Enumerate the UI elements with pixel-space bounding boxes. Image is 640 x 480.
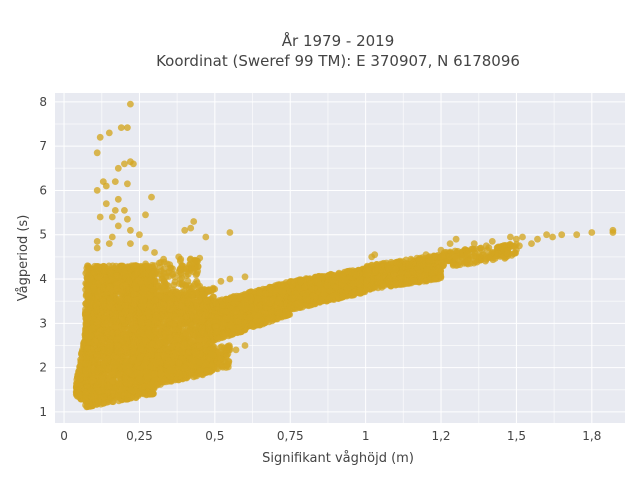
scatter-point	[115, 392, 122, 400]
scatter-point	[118, 384, 126, 392]
scatter-point	[107, 304, 115, 311]
scatter-point	[114, 274, 122, 281]
chart-title-line1: År 1979 - 2019	[282, 31, 395, 50]
scatter-point	[87, 387, 95, 395]
scatter-point	[112, 281, 120, 289]
scatter-point	[127, 386, 135, 394]
scatter-point	[198, 305, 206, 313]
scatter-point	[129, 348, 137, 355]
scatter-point	[175, 335, 182, 343]
scatter-point	[89, 377, 97, 384]
scatter-point	[183, 313, 190, 320]
scatter-point	[112, 310, 119, 318]
scatter-point	[100, 267, 108, 275]
scatter-point	[106, 342, 114, 349]
scatter-point	[94, 292, 102, 300]
scatter-point	[90, 284, 97, 292]
scatter-point	[157, 304, 165, 312]
scatter-point	[168, 343, 176, 351]
scatter-point	[115, 334, 122, 342]
scatter-points	[72, 100, 617, 411]
scatter-point	[93, 351, 101, 358]
scatter-point	[84, 344, 91, 352]
scatter-point	[98, 374, 106, 382]
scatter-point	[94, 398, 102, 406]
scatter-point	[93, 367, 101, 375]
scatter-point	[82, 286, 89, 294]
scatter-point	[106, 296, 114, 304]
scatter-point	[145, 309, 152, 317]
scatter-point	[84, 307, 92, 314]
scatter-point	[82, 360, 89, 367]
scatter-point	[95, 387, 103, 395]
scatter-point	[87, 332, 95, 340]
scatter-point	[99, 336, 106, 344]
scatter-point	[121, 302, 129, 310]
scatter-point	[91, 269, 98, 276]
scatter-point	[138, 329, 145, 337]
scatter-point	[130, 339, 138, 347]
scatter-point	[200, 336, 208, 344]
scatter-point	[127, 325, 135, 333]
scatter-point	[85, 314, 92, 322]
scatter-point	[86, 338, 94, 346]
scatter-point	[198, 328, 206, 336]
scatter-point	[192, 314, 200, 322]
scatter-point	[145, 328, 153, 336]
scatter-point	[99, 297, 107, 305]
scatter-point	[106, 268, 114, 276]
scatter-point	[103, 320, 110, 328]
scatter-point	[152, 312, 160, 320]
scatter-point	[109, 377, 116, 385]
scatter-point	[160, 313, 168, 320]
scatter-point	[155, 338, 163, 346]
scatter-point	[141, 336, 149, 344]
scatter-point	[188, 305, 195, 312]
scatter-point	[121, 308, 129, 315]
scatter-point	[93, 307, 100, 314]
scatter-point	[83, 268, 91, 276]
scatter-point	[89, 324, 97, 332]
scatter-point	[161, 330, 169, 337]
scatter-point	[86, 298, 94, 306]
scatter-point	[182, 331, 189, 339]
scatter-point	[137, 318, 145, 326]
scatter-point	[105, 348, 113, 356]
scatter-point	[115, 304, 123, 311]
scatter-point	[119, 316, 126, 324]
chart-title-line2: Koordinat (Sweref 99 TM): E 370907, N 61…	[156, 52, 520, 70]
scatter-point	[110, 359, 117, 367]
scatter-point	[171, 313, 179, 321]
scatter-point	[147, 390, 155, 398]
scatter-point	[145, 319, 152, 327]
scatter-point	[123, 334, 130, 342]
scatter-point	[189, 337, 197, 344]
scatter-point	[103, 355, 111, 363]
scatter-point	[87, 403, 94, 410]
scatter-point	[104, 365, 112, 373]
scatter-point	[181, 340, 189, 347]
scatter-point	[87, 275, 95, 283]
scatter-point	[169, 320, 177, 328]
scatter-point	[137, 345, 145, 353]
scatter-point	[175, 325, 183, 333]
scatter-point	[151, 327, 159, 335]
scatter-point	[85, 292, 93, 300]
scatter-point	[204, 287, 212, 295]
scatter-point	[82, 367, 89, 375]
scatter-point	[104, 329, 112, 337]
scatter-point	[203, 297, 211, 305]
scatter-point	[94, 317, 102, 325]
scatter-point	[109, 398, 116, 405]
scatter-point	[106, 283, 114, 290]
scatter-point	[100, 393, 108, 401]
scatter-point	[116, 295, 123, 303]
scatter-point	[149, 340, 156, 348]
